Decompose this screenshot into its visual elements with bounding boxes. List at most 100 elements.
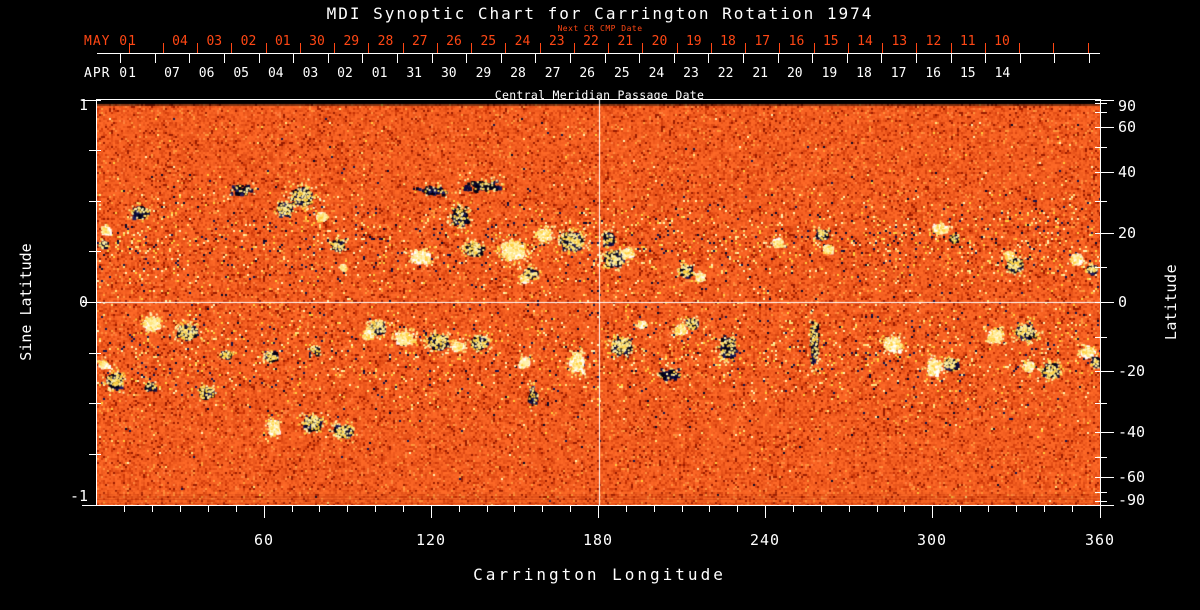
longitude-minor-tick bbox=[459, 505, 460, 512]
longitude-minor-tick bbox=[793, 505, 794, 512]
latitude-tick bbox=[1095, 302, 1114, 303]
next-cr-tick bbox=[368, 43, 370, 53]
next-cr-date-label: 28 bbox=[377, 34, 394, 49]
next-cr-date-label: 21 bbox=[617, 34, 634, 49]
next-cr-tick bbox=[265, 43, 267, 53]
next-cr-date-label: 03 bbox=[206, 34, 223, 49]
longitude-minor-tick bbox=[960, 505, 961, 512]
longitude-minor-tick bbox=[654, 505, 655, 512]
latitude-tick bbox=[1095, 172, 1114, 173]
cmp-tick bbox=[569, 54, 571, 63]
next-cr-date-label: 20 bbox=[651, 34, 668, 49]
top-axis-line bbox=[97, 53, 1100, 54]
next-cr-tick bbox=[539, 43, 541, 53]
latitude-tick bbox=[1095, 505, 1114, 506]
latitude-tick bbox=[1095, 457, 1107, 458]
longitude-minor-tick bbox=[236, 505, 237, 512]
sine-latitude-tick bbox=[89, 403, 101, 404]
cmp-tick bbox=[1054, 54, 1056, 63]
next-cr-date-label: 11 bbox=[959, 34, 976, 49]
longitude-minor-tick bbox=[849, 505, 850, 512]
longitude-minor-tick bbox=[570, 505, 571, 512]
next-cr-date-label: 01 bbox=[274, 34, 291, 49]
carrington-longitude-axis-title: Carrington Longitude bbox=[473, 565, 726, 584]
next-cr-date-label: 22 bbox=[583, 34, 599, 49]
longitude-minor-tick bbox=[682, 505, 683, 512]
next-cr-tick bbox=[1087, 43, 1089, 53]
sine-latitude-tick bbox=[82, 505, 101, 506]
cmp-date-label: 24 bbox=[648, 66, 665, 81]
cmp-tick bbox=[1019, 54, 1021, 63]
latitude-tick-label: 60 bbox=[1118, 118, 1137, 136]
next-cr-date-label: 02 bbox=[240, 34, 257, 49]
latitude-tick bbox=[1095, 337, 1107, 338]
latitude-tick bbox=[1095, 201, 1107, 202]
longitude-tick-label: 300 bbox=[916, 531, 948, 549]
longitude-tick-label: 180 bbox=[582, 531, 614, 549]
cmp-tick bbox=[1088, 54, 1090, 63]
cmp-month-label: APR 01 bbox=[84, 66, 137, 81]
longitude-tick bbox=[264, 505, 265, 518]
cmp-tick bbox=[466, 54, 468, 63]
longitude-minor-tick bbox=[737, 505, 738, 512]
longitude-tick-label: 240 bbox=[749, 531, 781, 549]
next-cr-tick bbox=[847, 43, 849, 53]
sine-latitude-tick bbox=[82, 100, 101, 101]
cmp-tick bbox=[327, 54, 329, 63]
next-cr-date-label: 29 bbox=[343, 34, 360, 49]
cmp-date-label: 16 bbox=[925, 66, 942, 81]
cmp-date-label: 29 bbox=[475, 66, 492, 81]
next-cr-tick bbox=[882, 43, 884, 53]
longitude-minor-tick bbox=[208, 505, 209, 512]
sine-latitude-tick bbox=[89, 454, 101, 455]
longitude-minor-tick bbox=[709, 505, 710, 512]
next-cr-date-label: 10 bbox=[994, 34, 1010, 49]
longitude-minor-tick bbox=[514, 505, 515, 512]
cmp-date-label: 30 bbox=[440, 66, 457, 81]
cmp-date-label: 05 bbox=[233, 66, 250, 81]
next-cr-tick bbox=[402, 43, 404, 53]
longitude-minor-tick bbox=[1072, 505, 1073, 512]
next-cr-date-label: 15 bbox=[822, 34, 839, 49]
cmp-tick bbox=[120, 54, 122, 63]
sine-latitude-tick-label: -1 bbox=[69, 487, 88, 505]
next-cr-tick bbox=[676, 43, 678, 53]
cmp-tick bbox=[396, 54, 398, 63]
cmp-date-label: 26 bbox=[579, 66, 596, 81]
longitude-minor-tick bbox=[319, 505, 320, 512]
chart-title: MDI Synoptic Chart for Carrington Rotati… bbox=[326, 4, 874, 23]
longitude-minor-tick bbox=[1016, 505, 1017, 512]
latitude-tick bbox=[1095, 403, 1107, 404]
next-cr-date-label: 19 bbox=[685, 34, 702, 49]
next-cr-month-label: MAY 01 bbox=[84, 34, 137, 49]
plot-frame bbox=[96, 99, 1101, 506]
latitude-tick-label: -90 bbox=[1118, 491, 1146, 509]
longitude-minor-tick bbox=[988, 505, 989, 512]
longitude-minor-tick bbox=[904, 505, 905, 512]
cmp-date-label: 21 bbox=[752, 66, 769, 81]
cmp-tick bbox=[258, 54, 260, 63]
cmp-tick bbox=[915, 54, 917, 63]
cmp-date-label: 20 bbox=[786, 66, 803, 81]
next-cr-date-label: 13 bbox=[891, 34, 908, 49]
longitude-tick bbox=[431, 505, 432, 518]
next-cr-date-label: 26 bbox=[446, 34, 462, 49]
next-cr-tick bbox=[642, 43, 644, 53]
next-cr-tick bbox=[916, 43, 918, 53]
latitude-tick-label: 20 bbox=[1118, 224, 1137, 242]
latitude-tick bbox=[1095, 501, 1107, 502]
cmp-date-label: 04 bbox=[267, 66, 284, 81]
next-cr-tick bbox=[984, 43, 986, 53]
cmp-date-label: 18 bbox=[856, 66, 872, 81]
magnetogram-image bbox=[97, 100, 1100, 505]
next-cr-tick bbox=[1053, 43, 1055, 53]
latitude-tick bbox=[1095, 233, 1114, 234]
longitude-tick-label: 120 bbox=[415, 531, 447, 549]
latitude-tick-label: -40 bbox=[1118, 423, 1146, 441]
cmp-tick bbox=[985, 54, 987, 63]
cmp-tick bbox=[500, 54, 502, 63]
next-cr-tick bbox=[471, 43, 473, 53]
next-cr-date-label: 18 bbox=[720, 34, 736, 49]
next-cr-tick bbox=[505, 43, 507, 53]
